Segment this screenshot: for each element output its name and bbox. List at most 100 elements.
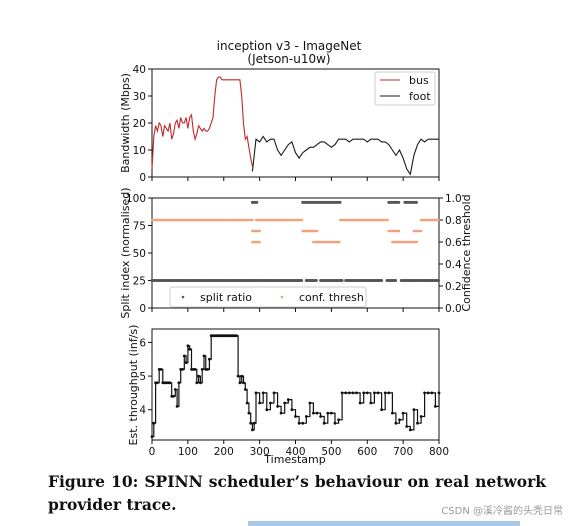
throughput-point (308, 401, 312, 405)
throughput-point (365, 391, 369, 395)
x-tick-label: 700 (393, 446, 413, 458)
throughput-point (236, 374, 240, 378)
split-ratio-point (397, 200, 401, 204)
split-chart: 0 25 50 75 100 0.0 0.2 0.4 0.6 0.8 1.0 Split inde… (119, 187, 473, 318)
throughput-point (243, 388, 247, 391)
x-tick-label: 0 (149, 446, 156, 458)
throughput-point (430, 391, 434, 395)
y-tick-label: 0.6 (445, 237, 462, 249)
x-tick-label: 600 (357, 446, 377, 458)
throughput-point (398, 418, 401, 422)
x-tick-label: 200 (214, 446, 234, 458)
throughput-point (152, 421, 156, 425)
y-axis-label: Est. throughput (inf/s) (127, 325, 140, 446)
throughput-point (419, 415, 423, 418)
x-axis-label: Timestamp (263, 453, 325, 466)
throughput-point (195, 381, 199, 385)
throughput-line (152, 335, 440, 438)
throughput-point (272, 391, 276, 395)
bandwidth-chart: inception v3 - ImageNet (Jetson-u10w) 0 1… (119, 39, 440, 184)
series-line-bus (151, 76, 253, 169)
throughput-point (297, 421, 301, 425)
throughput-point (315, 411, 319, 415)
split-ratio-point (340, 279, 344, 282)
figure-caption: Figure 10: SPINN scheduler’s behaviour o… (48, 472, 546, 514)
y-tick-label: 6 (139, 337, 146, 349)
throughput-point (251, 428, 254, 432)
split-ratio-point (437, 279, 441, 282)
y-tick-label: 10 (133, 145, 146, 157)
throughput-point (412, 408, 416, 412)
throughput-point (301, 421, 305, 425)
throughput-point (290, 408, 294, 412)
throughput-point (168, 381, 172, 385)
x-tick-label: 400 (285, 446, 305, 458)
chart-title: inception v3 - ImageNet (217, 39, 362, 53)
throughput-point (380, 408, 383, 412)
throughput-chart: 4 5 6 0 100 200 300 400 500 600 700 800 Est. throu… (127, 325, 449, 466)
throughput-point (193, 368, 197, 371)
x-tick-label: 300 (250, 446, 270, 458)
throughput-point (304, 415, 308, 418)
throughput-point (240, 374, 244, 378)
throughput-point (401, 411, 405, 415)
throughput-point (333, 421, 337, 425)
x-tick-label: 100 (178, 446, 198, 458)
figure-chart: inception v3 - ImageNet (Jetson-u10w) 0 1… (119, 39, 473, 466)
split-ratio-point (380, 279, 384, 282)
legend-thresh-label: conf. thresh (299, 291, 364, 304)
legend-box (169, 286, 367, 308)
x-tick-label: 500 (321, 446, 341, 458)
conf-thresh-point (397, 229, 401, 233)
throughput-point (344, 391, 348, 395)
throughput-point (173, 388, 177, 391)
throughput-point (188, 347, 192, 351)
conf-thresh-point (258, 229, 261, 233)
conf-thresh-point (437, 218, 440, 222)
throughput-point (294, 415, 297, 418)
throughput-point (383, 391, 387, 395)
split-ratio-point (300, 279, 304, 282)
conf-thresh-point (419, 229, 423, 233)
conf-thresh-point (338, 240, 341, 244)
conf-thresh-point (300, 218, 304, 222)
conf-thresh-point (258, 240, 261, 244)
legend-split-label: split ratio (200, 291, 252, 304)
y-tick-label: 0 (139, 303, 146, 315)
y-tick-label: 0 (139, 172, 146, 184)
throughput-point (184, 361, 188, 364)
y-tick-label: 0.0 (445, 303, 462, 315)
throughput-point (206, 368, 210, 371)
throughput-point (234, 334, 238, 338)
throughput-point (258, 401, 261, 405)
throughput-point (181, 368, 184, 371)
y-tick-label: 0.8 (445, 215, 462, 227)
split-ratio-point (314, 279, 318, 282)
throughput-point (434, 405, 437, 408)
throughput-point (326, 411, 330, 415)
split-ratio-point (338, 200, 342, 204)
y-tick-label: 75 (133, 221, 146, 233)
throughput-point (197, 374, 201, 378)
throughput-point (286, 398, 290, 401)
throughput-point (245, 401, 249, 405)
legend: bus foot (374, 71, 436, 106)
throughput-point (200, 368, 204, 371)
throughput-point (351, 391, 355, 395)
series-line-foot (251, 135, 439, 176)
y-axis-right-label: Confidence threshold (460, 194, 473, 311)
throughput-point (199, 381, 202, 385)
y-tick-label: 20 (133, 118, 146, 130)
y-axis-label: Split index (normalised) (119, 187, 132, 318)
y-tick-label: 1.0 (445, 193, 462, 205)
throughput-point (186, 344, 190, 348)
throughput-point (150, 435, 154, 438)
y-tick-label: 100 (126, 193, 146, 205)
throughput-point (283, 401, 287, 405)
legend-foot-label: foot (409, 90, 431, 103)
bottom-bar (248, 521, 520, 526)
conf-thresh-point (386, 218, 390, 222)
y-tick-label: 25 (133, 276, 146, 288)
throughput-point (391, 411, 394, 415)
throughput-point (177, 381, 181, 385)
